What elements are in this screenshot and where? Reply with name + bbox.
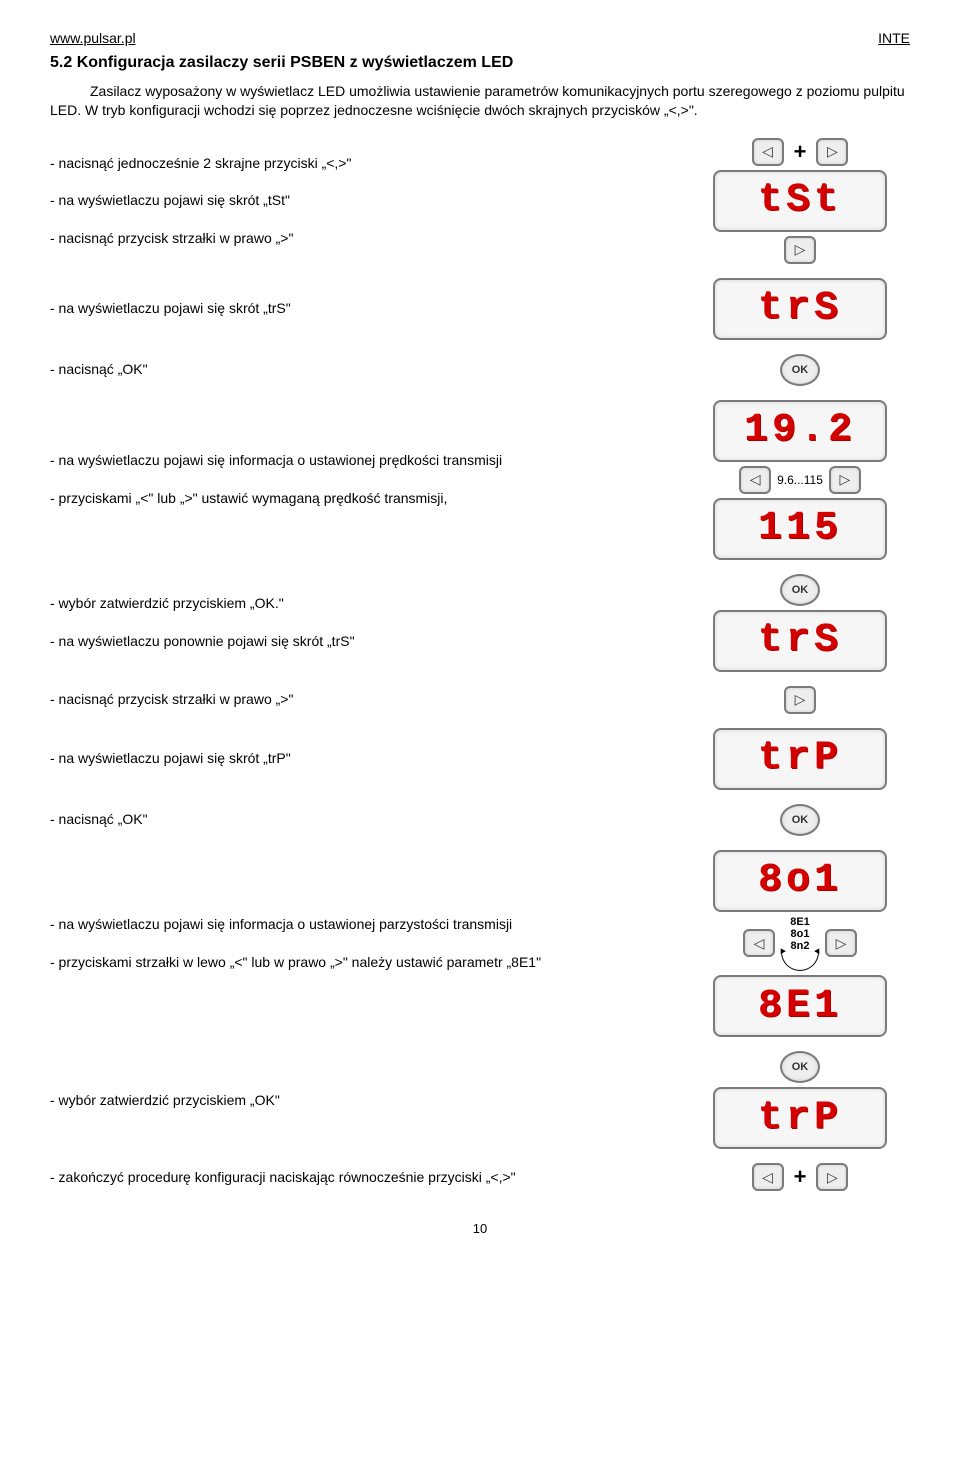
- plus-icon: +: [790, 1164, 811, 1190]
- intro-text: Zasilacz wyposażony w wyświetlacz LED um…: [50, 82, 910, 120]
- step-2: - na wyświetlaczu pojawi się skrót „trS"…: [50, 278, 910, 340]
- plus-icon: +: [790, 139, 811, 165]
- led-display: trS: [713, 610, 887, 672]
- step-11: - zakończyć procedurę konfiguracji nacis…: [50, 1163, 910, 1191]
- button-combo: ◁ + ▷: [752, 1163, 849, 1191]
- step-text: - wybór zatwierdzić przyciskiem „OK.": [50, 594, 670, 613]
- right-arrow-icon: ▷: [816, 138, 848, 166]
- step-1: - nacisnąć jednocześnie 2 skrajne przyci…: [50, 138, 910, 264]
- left-arrow-icon: ◁: [752, 138, 784, 166]
- step-text: - przyciskami strzałki w lewo „<" lub w …: [50, 953, 670, 972]
- led-display: 8o1: [713, 850, 887, 912]
- step-9: - na wyświetlaczu pojawi się informacja …: [50, 850, 910, 1037]
- led-display: trP: [713, 728, 887, 790]
- step-text: - nacisnąć jednocześnie 2 skrajne przyci…: [50, 154, 670, 173]
- step-text: - nacisnąć „OK": [50, 810, 670, 829]
- step-10: - wybór zatwierdzić przyciskiem „OK" OK …: [50, 1051, 910, 1149]
- step-5: - wybór zatwierdzić przyciskiem „OK." - …: [50, 574, 910, 672]
- ok-button-icon: OK: [780, 574, 820, 606]
- ok-button-icon: OK: [780, 804, 820, 836]
- cycle-arc-icon: [781, 952, 819, 971]
- ok-button-icon: OK: [780, 354, 820, 386]
- led-display: 19.2: [713, 400, 887, 462]
- header-left: www.pulsar.pl: [50, 30, 136, 46]
- parity-cycle: ◁ 8E1 8o1 8n2 ▷: [743, 916, 857, 971]
- step-text: - nacisnąć przycisk strzałki w prawo „>": [50, 690, 670, 709]
- step-text: - na wyświetlaczu pojawi się skrót „tSt": [50, 191, 670, 210]
- page-number: 10: [50, 1221, 910, 1236]
- step-text: - wybór zatwierdzić przyciskiem „OK": [50, 1091, 670, 1110]
- step-text: - zakończyć procedurę konfiguracji nacis…: [50, 1168, 670, 1187]
- right-arrow-icon: ▷: [816, 1163, 848, 1191]
- right-arrow-icon: ▷: [825, 929, 857, 957]
- page-header: www.pulsar.pl INTE: [50, 30, 910, 46]
- step-7: - na wyświetlaczu pojawi się skrót „trP"…: [50, 728, 910, 790]
- step-text: - przyciskami „<" lub „>" ustawić wymaga…: [50, 489, 670, 508]
- step-text: - na wyświetlaczu ponownie pojawi się sk…: [50, 632, 670, 651]
- led-display: trP: [713, 1087, 887, 1149]
- led-display: 8E1: [713, 975, 887, 1037]
- step-4: - na wyświetlaczu pojawi się informacja …: [50, 400, 910, 560]
- speed-range-label: 9.6...115: [777, 473, 823, 487]
- step-text: - na wyświetlaczu pojawi się informacja …: [50, 915, 670, 934]
- led-display: tSt: [713, 170, 887, 232]
- step-text: - na wyświetlaczu pojawi się skrót „trP": [50, 749, 670, 768]
- step-text: - nacisnąć przycisk strzałki w prawo „>": [50, 229, 670, 248]
- right-arrow-icon: ▷: [829, 466, 861, 494]
- right-arrow-icon: ▷: [784, 686, 816, 714]
- step-8: - nacisnąć „OK" OK: [50, 804, 910, 836]
- step-text: - na wyświetlaczu pojawi się skrót „trS": [50, 299, 670, 318]
- header-right: INTE: [878, 30, 910, 46]
- led-display: 115: [713, 498, 887, 560]
- left-arrow-icon: ◁: [752, 1163, 784, 1191]
- button-combo: ◁ + ▷: [752, 138, 849, 166]
- right-arrow-icon: ▷: [784, 236, 816, 264]
- section-title: 5.2 Konfiguracja zasilaczy serii PSBEN z…: [50, 54, 910, 72]
- left-arrow-icon: ◁: [743, 929, 775, 957]
- speed-adjust: ◁ 9.6...115 ▷: [739, 466, 861, 494]
- step-3: - nacisnąć „OK" OK: [50, 354, 910, 386]
- cycle-options: 8E1 8o1 8n2: [790, 916, 810, 952]
- step-6: - nacisnąć przycisk strzałki w prawo „>"…: [50, 686, 910, 714]
- step-text: - na wyświetlaczu pojawi się informacja …: [50, 451, 670, 470]
- left-arrow-icon: ◁: [739, 466, 771, 494]
- cycle-opt: 8n2: [790, 940, 810, 952]
- ok-button-icon: OK: [780, 1051, 820, 1083]
- step-text: - nacisnąć „OK": [50, 360, 670, 379]
- cycle-opt: 8o1: [790, 928, 810, 940]
- led-display: trS: [713, 278, 887, 340]
- cycle-opt: 8E1: [790, 916, 810, 928]
